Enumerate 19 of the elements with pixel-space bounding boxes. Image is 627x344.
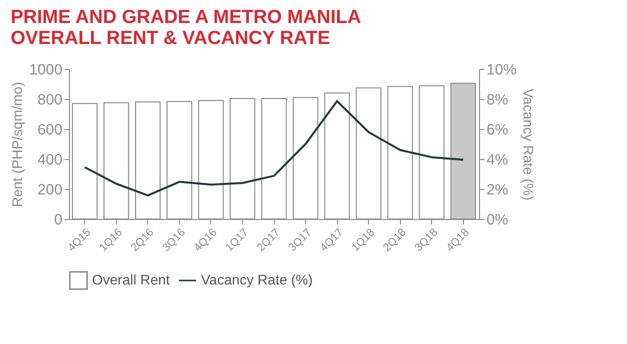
y-tick-label: 1000 — [29, 62, 62, 78]
text: OVERALL RENT & VACANCY RATE — [10, 28, 330, 49]
y2-tick-label: 10% — [486, 62, 517, 78]
y2-tick-label: 8% — [486, 92, 508, 108]
y-tick-label: 800 — [37, 92, 62, 108]
y-tick-label: 600 — [37, 122, 62, 138]
text: PRIME AND GRADE A METRO MANILA — [10, 7, 362, 28]
y-tick-label: 400 — [37, 152, 62, 168]
y2-tick-label: 4% — [486, 152, 508, 168]
legend-label: Vacancy Rate (%) — [201, 272, 313, 288]
y-tick-label: 0 — [54, 212, 62, 228]
line-series — [84, 100, 464, 196]
y-tick-label: 200 — [37, 182, 62, 198]
y2-tick-label: 6% — [486, 122, 508, 138]
y2-axis-title: Vacancy Rate (%) — [520, 88, 537, 200]
y2-tick-label: 0% — [486, 212, 508, 228]
y2-tick-label: 2% — [486, 182, 508, 198]
y-axis-title: Rent (PHP/sqm/mo) — [9, 82, 26, 208]
legend-label: Overall Rent — [92, 272, 170, 288]
